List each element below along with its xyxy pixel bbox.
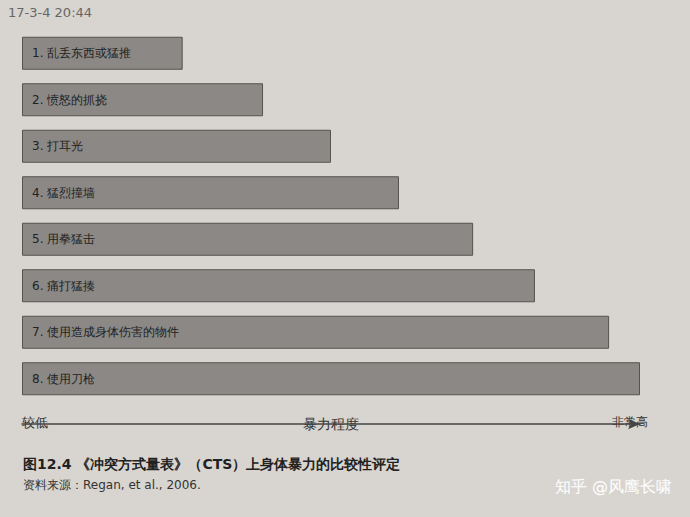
svg-text:较低: 较低: [22, 415, 48, 430]
svg-text:资料来源：Regan, et al., 2006.: 资料来源：Regan, et al., 2006.: [23, 478, 201, 492]
svg-text:17-3-4 20:44: 17-3-4 20:44: [8, 5, 92, 20]
svg-text:4. 猛烈撞墙: 4. 猛烈撞墙: [32, 186, 95, 200]
svg-text:知乎 @风鹰长啸: 知乎 @风鹰长啸: [555, 477, 672, 496]
svg-text:7. 使用造成身体伤害的物件: 7. 使用造成身体伤害的物件: [32, 325, 179, 339]
svg-text:6. 痛打猛揍: 6. 痛打猛揍: [32, 279, 95, 293]
svg-text:2. 愤怒的抓挠: 2. 愤怒的抓挠: [32, 93, 107, 107]
svg-text:1. 乱丢东西或猛推: 1. 乱丢东西或猛推: [32, 46, 131, 60]
svg-text:图12.4 《冲突方式量表》（CTS）上身体暴力的比较性评定: 图12.4 《冲突方式量表》（CTS）上身体暴力的比较性评定: [23, 456, 400, 472]
svg-text:5. 用拳猛击: 5. 用拳猛击: [32, 232, 95, 246]
svg-text:非常高: 非常高: [612, 415, 648, 429]
svg-text:3. 打耳光: 3. 打耳光: [32, 139, 83, 153]
svg-text:暴力程度: 暴力程度: [303, 416, 359, 432]
svg-text:8. 使用刀枪: 8. 使用刀枪: [32, 372, 95, 386]
